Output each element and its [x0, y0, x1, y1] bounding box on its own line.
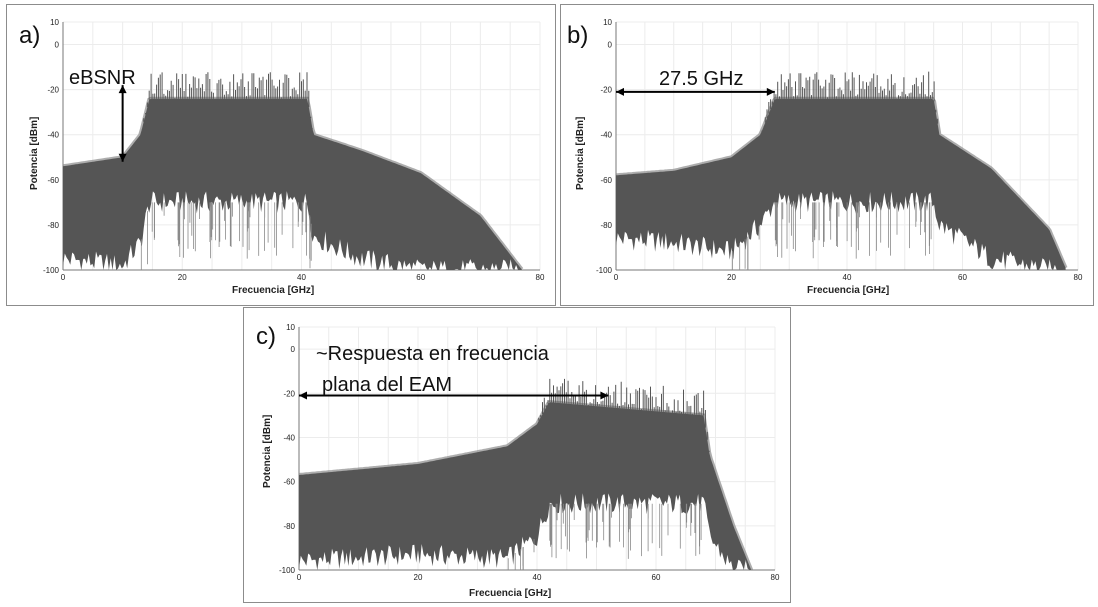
- spectrum-dips: [507, 503, 702, 570]
- y-tick-label: -80: [283, 522, 295, 531]
- y-axis-label: Potencia [dBm]: [262, 415, 273, 488]
- spectrum-area: [63, 98, 522, 270]
- annotation-27-5-ghz: 27.5 GHz: [659, 68, 743, 90]
- y-tick-label: -60: [47, 176, 59, 185]
- x-tick-label: 0: [614, 273, 619, 282]
- y-tick-label: 10: [603, 18, 612, 27]
- y-tick-label: -40: [283, 433, 295, 442]
- y-tick-label: 0: [55, 41, 60, 50]
- x-axis-label: Frecuencia [GHz]: [232, 285, 314, 296]
- x-tick-label: 20: [414, 573, 423, 582]
- spectrum-dips: [732, 202, 932, 270]
- annotation-arrow-head: [118, 85, 127, 94]
- panel-b: 10 0 -20 -40 -60 -80 -100 0 20 40 60 80 b) Frecuenci…: [560, 4, 1094, 306]
- annotation-line-2: plana del EAM: [322, 374, 452, 396]
- x-tick-label: 20: [727, 273, 736, 282]
- panel-a: 10 0 -20 -40 -60 -80 -100 0 20 40 60 80 a) Frecuenci…: [6, 4, 556, 306]
- y-tick-label: -100: [279, 566, 296, 575]
- y-tick-label: 10: [286, 323, 295, 332]
- y-tick-label: -80: [600, 221, 612, 230]
- y-axis-label: Potencia [dBm]: [29, 117, 40, 190]
- spectrum-area: [616, 98, 1066, 270]
- annotation-arrow-head: [299, 391, 307, 400]
- y-tick-label: -60: [283, 478, 295, 487]
- y-tick-label: -40: [47, 131, 59, 140]
- x-tick-label: 60: [416, 273, 425, 282]
- y-tick-label: -20: [47, 86, 59, 95]
- y-tick-label: -100: [43, 266, 60, 275]
- x-tick-label: 60: [958, 273, 967, 282]
- x-tick-label: 0: [61, 273, 66, 282]
- y-axis-label: Potencia [dBm]: [575, 117, 586, 190]
- x-tick-label: 20: [178, 273, 187, 282]
- x-tick-label: 40: [297, 273, 306, 282]
- annotation-arrow-head: [118, 153, 127, 162]
- y-tick-label: -20: [283, 389, 295, 398]
- x-tick-label: 80: [771, 573, 780, 582]
- y-tick-label: -20: [600, 86, 612, 95]
- y-tick-label: 0: [291, 345, 296, 354]
- x-tick-label: 80: [536, 273, 545, 282]
- panel-c-label: c): [256, 323, 276, 350]
- y-tick-label: -100: [596, 266, 613, 275]
- y-tick-label: 10: [50, 18, 59, 27]
- panel-c: 10 0 -20 -40 -60 -80 -100 0 20 40 60 80 c) Frecuenci…: [243, 307, 791, 603]
- y-tick-label: -60: [600, 176, 612, 185]
- panel-b-label: b): [567, 22, 588, 49]
- annotation-line-1: ~Respuesta en frecuencia: [316, 343, 550, 365]
- spectrum-dips: [140, 202, 312, 270]
- panel-a-label: a): [19, 22, 40, 49]
- x-tick-label: 80: [1074, 273, 1083, 282]
- y-tick-label: -40: [600, 131, 612, 140]
- x-tick-label: 60: [652, 573, 661, 582]
- annotation-arrow-head: [766, 87, 775, 96]
- spectrum-area: [299, 402, 752, 570]
- x-axis-label: Frecuencia [GHz]: [469, 588, 551, 599]
- annotation-arrow-head: [600, 391, 609, 400]
- annotation-arrow-head: [616, 87, 624, 96]
- y-tick-label: -80: [47, 221, 59, 230]
- spectrum-peaks: [761, 71, 939, 132]
- x-tick-label: 40: [843, 273, 852, 282]
- annotation-ebsnr: eBSNR: [69, 67, 136, 89]
- spectrum-peaks: [141, 72, 313, 130]
- y-tick-label: 0: [608, 41, 613, 50]
- x-axis-label: Frecuencia [GHz]: [807, 285, 889, 296]
- x-tick-label: 40: [533, 573, 542, 582]
- x-tick-label: 0: [297, 573, 302, 582]
